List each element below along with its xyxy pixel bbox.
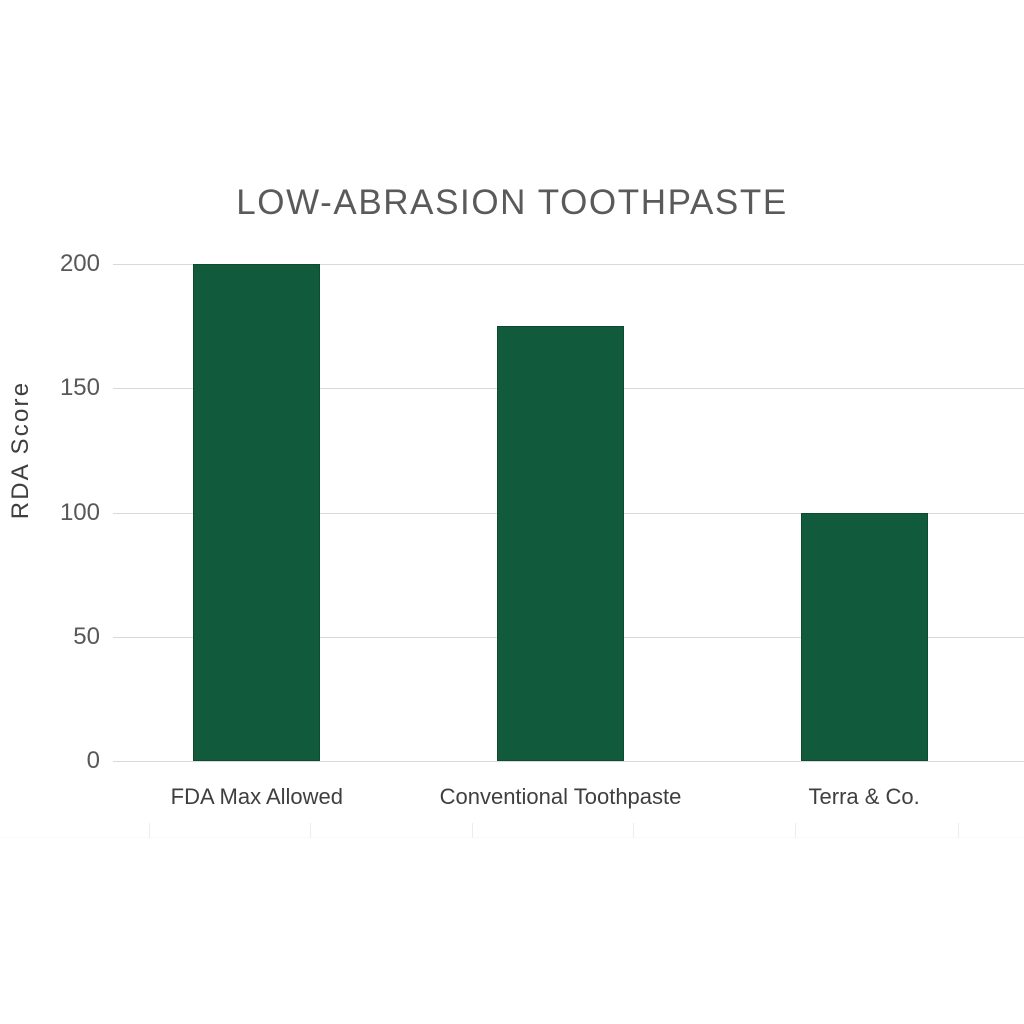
- y-axis-tick-label: 0: [86, 747, 100, 774]
- bar[interactable]: [193, 264, 321, 761]
- x-axis-tick-label: Conventional Toothpaste: [439, 784, 682, 809]
- y-axis-tick-label: 100: [59, 498, 100, 526]
- y-axis-tick-label: 150: [59, 374, 100, 402]
- y-axis-tick-label: 50: [73, 622, 100, 650]
- bar[interactable]: [497, 326, 624, 761]
- axis-tick-mark: [472, 148, 473, 150]
- axis-tick-mark: [149, 148, 150, 150]
- plot-area: [113, 264, 1024, 762]
- axis-tick-mark: [958, 823, 959, 838]
- axis-tick-mark: [633, 148, 634, 150]
- axis-tick-mark: [633, 823, 634, 838]
- axis-tick-mark: [310, 148, 311, 150]
- axis-tick-mark: [958, 148, 959, 150]
- x-axis-tick-labels: FDA Max Allowed Conventional Toothpaste Te…: [113, 782, 1024, 816]
- upper-tick-band: [0, 148, 1024, 150]
- axis-tick-mark: [310, 823, 311, 838]
- x-axis-tick-label: FDA Max Allowed: [170, 784, 344, 809]
- axis-tick-mark: [795, 823, 796, 838]
- axis-tick-mark: [149, 823, 150, 838]
- axis-tick-mark: [795, 148, 796, 150]
- y-axis-tick-labels: 0 50 100 150 200: [0, 252, 100, 773]
- gridline: [113, 761, 1024, 762]
- gridline: [113, 264, 1024, 265]
- lower-axis-line: [0, 837, 1024, 838]
- x-axis-tick-label: Terra & Co.: [808, 784, 920, 809]
- y-axis-tick-label: 200: [59, 250, 100, 277]
- axis-tick-mark: [472, 823, 473, 838]
- chart-title: LOW-ABRASION TOOTHPASTE: [236, 183, 788, 222]
- bar[interactable]: [800, 512, 928, 761]
